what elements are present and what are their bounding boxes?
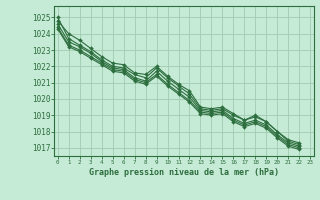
X-axis label: Graphe pression niveau de la mer (hPa): Graphe pression niveau de la mer (hPa)	[89, 168, 279, 177]
